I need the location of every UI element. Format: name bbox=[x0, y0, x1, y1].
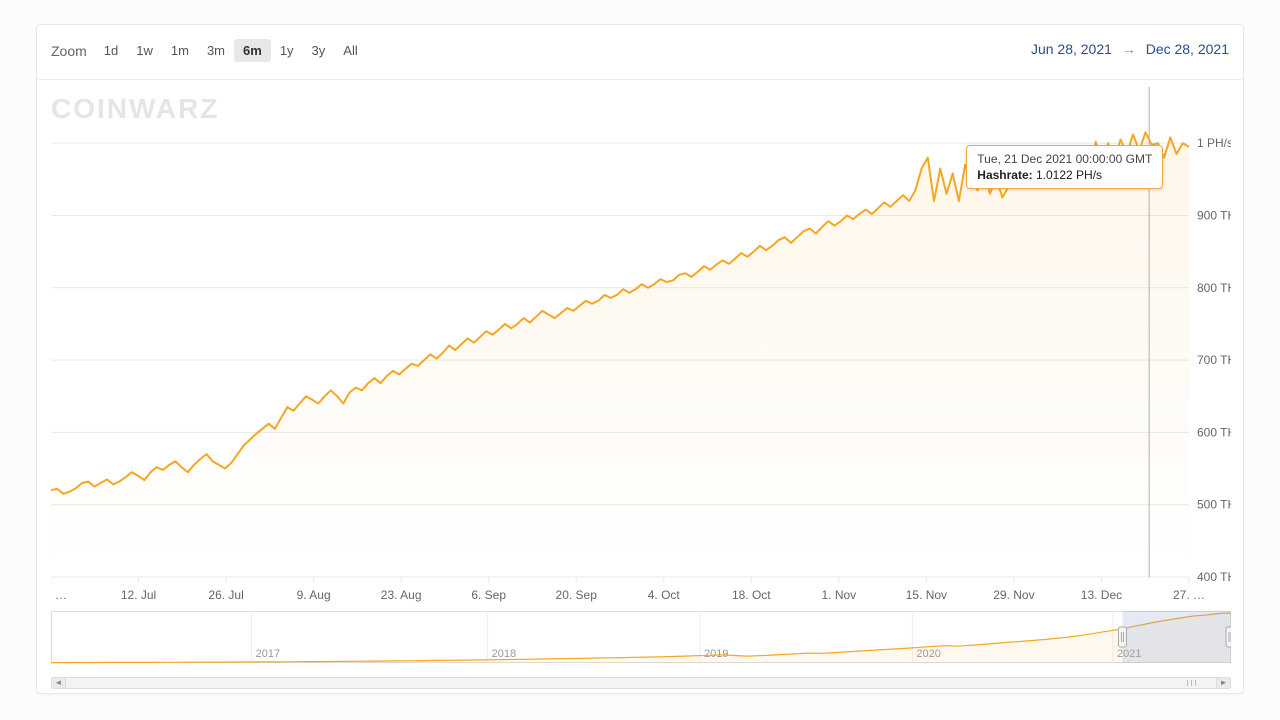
svg-text:26. Jul: 26. Jul bbox=[208, 588, 243, 602]
scroll-grip-icon bbox=[1180, 680, 1202, 686]
main-chart[interactable]: 400 TH/s 500 TH/s 600 TH/s 700 TH/s 800 TH/s… bbox=[51, 83, 1231, 623]
zoom-1y-button[interactable]: 1y bbox=[271, 39, 303, 62]
zoom-all-button[interactable]: All bbox=[334, 39, 366, 62]
svg-text:28. …: 28. … bbox=[51, 588, 67, 602]
svg-text:23. Aug: 23. Aug bbox=[381, 588, 422, 602]
svg-text:1 PH/s: 1 PH/s bbox=[1197, 136, 1231, 150]
svg-text:1. Nov: 1. Nov bbox=[822, 588, 857, 602]
range-dates: Jun 28, 2021 → Dec 28, 2021 bbox=[1031, 41, 1229, 57]
range-to[interactable]: Dec 28, 2021 bbox=[1146, 41, 1229, 57]
zoom-label: Zoom bbox=[51, 43, 87, 59]
scroll-left-button[interactable]: ◄ bbox=[52, 678, 66, 688]
zoom-group: Zoom 1d1w1m3m6m1y3yAll bbox=[51, 39, 367, 62]
svg-text:800 TH/s: 800 TH/s bbox=[1197, 281, 1231, 295]
navigator[interactable]: 20172018201920202021 bbox=[51, 611, 1231, 675]
svg-text:400 TH/s: 400 TH/s bbox=[1197, 570, 1231, 584]
svg-text:20. Sep: 20. Sep bbox=[556, 588, 598, 602]
navigator-scrollbar[interactable]: ◄ ► bbox=[51, 677, 1231, 689]
svg-text:15. Nov: 15. Nov bbox=[906, 588, 947, 602]
chart-frame: Zoom 1d1w1m3m6m1y3yAll Jun 28, 2021 → De… bbox=[36, 24, 1244, 694]
svg-text:900 TH/s: 900 TH/s bbox=[1197, 208, 1231, 222]
zoom-6m-button[interactable]: 6m bbox=[234, 39, 271, 62]
svg-text:29. Nov: 29. Nov bbox=[993, 588, 1034, 602]
zoom-1m-button[interactable]: 1m bbox=[162, 39, 198, 62]
zoom-3m-button[interactable]: 3m bbox=[198, 39, 234, 62]
svg-text:4. Oct: 4. Oct bbox=[648, 588, 681, 602]
zoom-1d-button[interactable]: 1d bbox=[95, 39, 127, 62]
svg-text:9. Aug: 9. Aug bbox=[297, 588, 331, 602]
svg-text:500 TH/s: 500 TH/s bbox=[1197, 498, 1231, 512]
svg-text:2018: 2018 bbox=[492, 648, 516, 660]
scroll-right-button[interactable]: ► bbox=[1216, 678, 1230, 688]
range-from[interactable]: Jun 28, 2021 bbox=[1031, 41, 1112, 57]
svg-text:18. Oct: 18. Oct bbox=[732, 588, 771, 602]
svg-text:600 TH/s: 600 TH/s bbox=[1197, 425, 1231, 439]
svg-text:27. …: 27. … bbox=[1173, 588, 1205, 602]
zoom-3y-button[interactable]: 3y bbox=[303, 39, 335, 62]
svg-text:2017: 2017 bbox=[256, 648, 280, 660]
svg-text:12. Jul: 12. Jul bbox=[121, 588, 156, 602]
toolbar-divider bbox=[37, 79, 1243, 80]
svg-text:700 TH/s: 700 TH/s bbox=[1197, 353, 1231, 367]
range-arrow-icon: → bbox=[1122, 41, 1136, 57]
toolbar: Zoom 1d1w1m3m6m1y3yAll Jun 28, 2021 → De… bbox=[37, 25, 1243, 79]
svg-text:6. Sep: 6. Sep bbox=[471, 588, 506, 602]
svg-text:13. Dec: 13. Dec bbox=[1081, 588, 1122, 602]
zoom-1w-button[interactable]: 1w bbox=[127, 39, 162, 62]
